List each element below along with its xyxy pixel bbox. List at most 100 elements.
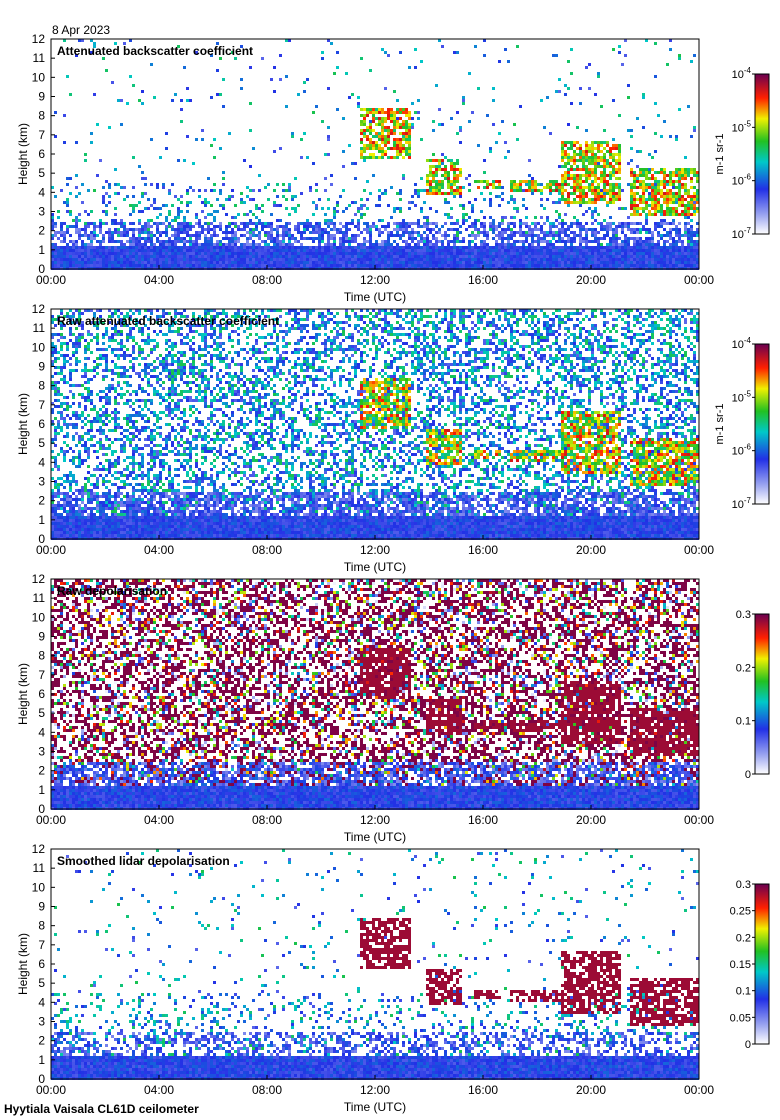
date-label: 8 Apr 2023 xyxy=(52,23,110,37)
y-tick-label: 12 xyxy=(32,572,46,586)
colorbar-tick-label: 0.1 xyxy=(736,986,751,998)
colorbar-tick-label: 10-7 xyxy=(732,496,752,511)
y-tick-label: 3 xyxy=(38,745,45,759)
panel-title: Raw depolarisation xyxy=(57,584,167,598)
x-tick-label: 16:00 xyxy=(468,543,498,557)
colorbar-tick-label: 10-7 xyxy=(732,226,752,241)
x-tick-label: 20:00 xyxy=(576,813,606,827)
y-tick-label: 6 xyxy=(38,687,45,701)
y-tick-label: 7 xyxy=(38,128,45,142)
y-tick-label: 8 xyxy=(38,919,45,933)
y-tick-label: 3 xyxy=(38,475,45,489)
panel-title: Smoothed lidar depolarisation xyxy=(57,854,230,868)
x-tick-label: 00:00 xyxy=(36,813,66,827)
y-tick-label: 10 xyxy=(32,610,46,624)
colorbar xyxy=(754,73,770,235)
y-tick-label: 10 xyxy=(32,70,46,84)
colorbar-tick-label: 10-6 xyxy=(732,173,752,188)
colorbar-tick-label: 10-6 xyxy=(732,443,752,458)
x-tick-label: 12:00 xyxy=(360,273,390,287)
x-tick-label: 20:00 xyxy=(576,273,606,287)
y-tick-label: 4 xyxy=(38,455,45,469)
y-tick-label: 11 xyxy=(33,51,46,65)
y-tick-label: 4 xyxy=(38,995,45,1009)
x-tick-label: 08:00 xyxy=(252,273,282,287)
colorbar-tick-label: 10-5 xyxy=(732,389,752,404)
y-axis-label: Height (km) xyxy=(16,393,30,455)
x-tick-label: 04:00 xyxy=(144,1083,174,1097)
y-axis-label: Height (km) xyxy=(16,123,30,185)
panel-4: Smoothed lidar depolarisation01234567891… xyxy=(16,842,770,1114)
panel-2: Raw attenuated backscatter coefficient 0 1… xyxy=(16,302,770,574)
x-axis-label: Time (UTC) xyxy=(344,830,406,844)
y-tick-label: 8 xyxy=(38,379,45,393)
y-tick-label: 9 xyxy=(38,630,45,644)
y-tick-label: 2 xyxy=(38,764,45,778)
x-tick-label: 00:00 xyxy=(684,543,714,557)
y-tick-label: 0 xyxy=(38,532,45,546)
y-tick-label: 8 xyxy=(38,649,45,663)
y-tick-label: 11 xyxy=(33,321,46,335)
footer-label: Hyytiala Vaisala CL61D ceilometer xyxy=(4,1102,199,1116)
x-tick-label: 00:00 xyxy=(684,813,714,827)
y-tick-label: 6 xyxy=(38,957,45,971)
x-tick-label: 16:00 xyxy=(468,1083,498,1097)
colorbar-tick-label: 0.15 xyxy=(730,959,751,971)
y-tick-label: 12 xyxy=(32,842,46,856)
colorbar xyxy=(754,883,770,1045)
y-tick-label: 11 xyxy=(33,861,46,875)
colorbar-unit: m-1 sr-1 xyxy=(714,134,726,175)
y-tick-label: 6 xyxy=(38,147,45,161)
y-tick-label: 9 xyxy=(38,360,45,374)
y-tick-label: 10 xyxy=(32,340,46,354)
x-tick-label: 12:00 xyxy=(360,543,390,557)
y-tick-label: 2 xyxy=(38,494,45,508)
y-tick-label: 2 xyxy=(38,1034,45,1048)
y-tick-label: 6 xyxy=(38,417,45,431)
y-tick-label: 1 xyxy=(38,1053,45,1067)
colorbar-tick-label: 0.05 xyxy=(730,1012,751,1024)
panel-title: Attenuated backscatter coefficient xyxy=(57,44,253,58)
x-tick-label: 00:00 xyxy=(684,273,714,287)
y-tick-label: 7 xyxy=(38,398,45,412)
x-tick-label: 12:00 xyxy=(360,1083,390,1097)
x-tick-label: 16:00 xyxy=(468,273,498,287)
y-tick-label: 0 xyxy=(38,1072,45,1086)
x-tick-label: 12:00 xyxy=(360,813,390,827)
x-tick-label: 00:00 xyxy=(36,1083,66,1097)
y-tick-label: 9 xyxy=(38,900,45,914)
x-axis-label: Time (UTC) xyxy=(344,1100,406,1114)
x-tick-label: 08:00 xyxy=(252,543,282,557)
colorbar-tick-label: 0 xyxy=(745,769,751,781)
colorbar-tick-label: 0.2 xyxy=(736,662,751,674)
y-tick-label: 5 xyxy=(38,706,45,720)
panel-title: Raw attenuated backscatter coefficient xyxy=(57,314,279,328)
x-tick-label: 04:00 xyxy=(144,273,174,287)
colorbar-unit: m-1 sr-1 xyxy=(714,404,726,445)
y-tick-label: 7 xyxy=(38,938,45,952)
y-tick-label: 10 xyxy=(32,880,46,894)
colorbar-tick-label: 0.2 xyxy=(736,932,751,944)
x-axis-label: Time (UTC) xyxy=(344,560,406,574)
x-axis-label: Time (UTC) xyxy=(344,290,406,304)
colorbar-tick-label: 0.1 xyxy=(736,716,751,728)
colorbar-tick-label: 0.3 xyxy=(736,879,751,891)
x-tick-label: 00:00 xyxy=(36,273,66,287)
colorbar xyxy=(754,613,770,775)
x-tick-label: 20:00 xyxy=(576,1083,606,1097)
x-tick-label: 08:00 xyxy=(252,1083,282,1097)
x-tick-label: 04:00 xyxy=(144,543,174,557)
y-tick-label: 9 xyxy=(38,90,45,104)
colorbar xyxy=(754,343,770,505)
colorbar-tick-label: 10-4 xyxy=(732,336,752,351)
x-tick-label: 04:00 xyxy=(144,813,174,827)
y-tick-label: 12 xyxy=(32,32,46,46)
y-tick-label: 12 xyxy=(32,302,46,316)
y-tick-label: 0 xyxy=(38,262,45,276)
colorbar-tick-label: 10-5 xyxy=(732,119,752,134)
y-axis-label: Height (km) xyxy=(16,933,30,995)
panel-1: Attenuated backscatter coefficient012345… xyxy=(16,32,770,304)
y-tick-label: 2 xyxy=(38,224,45,238)
